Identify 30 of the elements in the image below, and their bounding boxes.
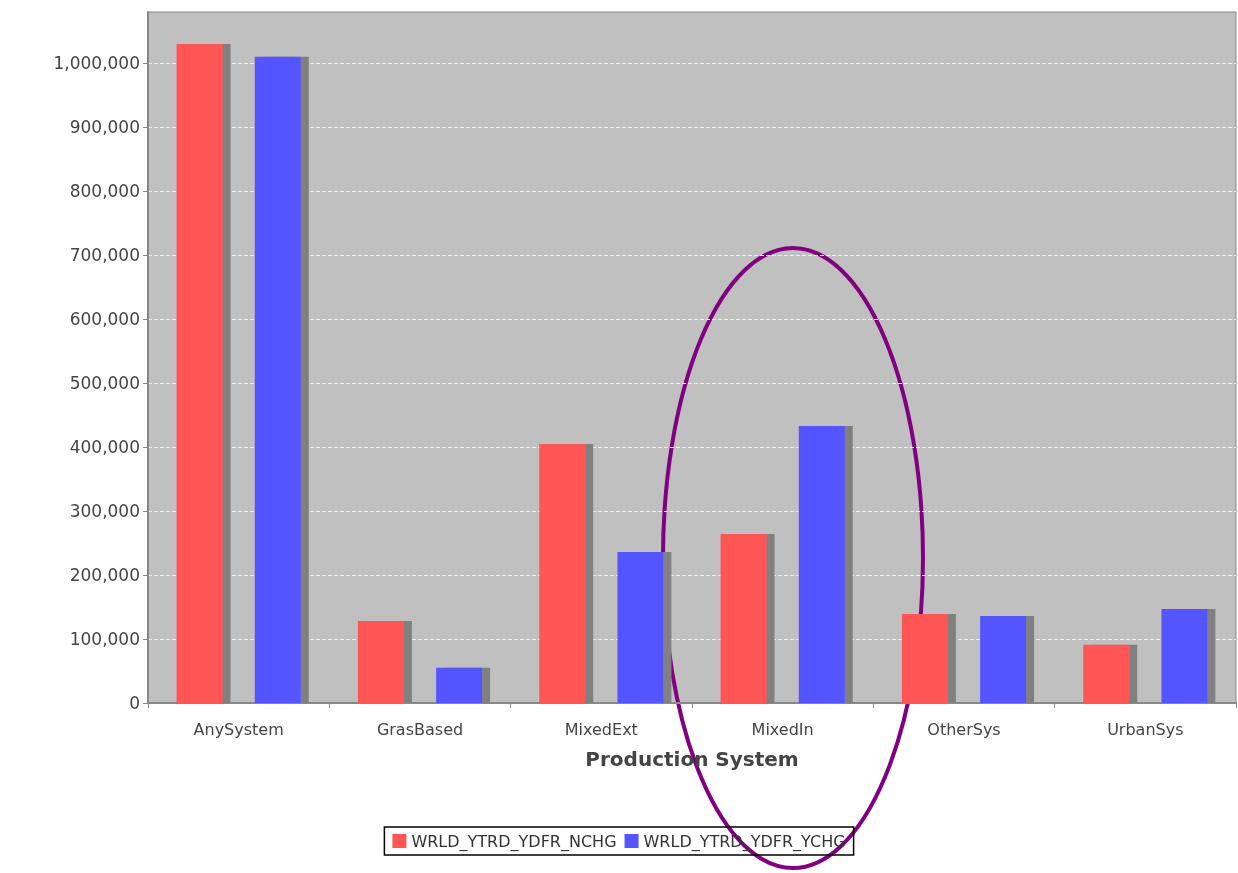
x-tick-label: OtherSys — [927, 719, 1001, 739]
y-tick-label: 1,000,000 — [53, 53, 140, 74]
bar — [617, 552, 664, 703]
bar — [901, 614, 948, 703]
y-tick-label: 0 — [129, 693, 140, 713]
y-tick-label: 900,000 — [69, 117, 140, 138]
legend-label: WRLD_YTRD_YDFR_NCHG — [411, 831, 617, 852]
bar — [539, 443, 586, 703]
bar — [357, 621, 404, 703]
y-tick-label: 700,000 — [69, 245, 140, 266]
x-tick-label: UrbanSys — [1107, 719, 1184, 739]
bar — [980, 615, 1027, 703]
bar — [436, 667, 483, 703]
bar — [1161, 608, 1208, 703]
bar — [176, 43, 223, 703]
bar — [254, 56, 301, 703]
x-tick-label: AnySystem — [193, 719, 284, 739]
y-tick-label: 400,000 — [69, 437, 140, 458]
x-tick-label: MixedIn — [751, 719, 814, 739]
bar — [720, 534, 767, 703]
bar — [1083, 644, 1130, 703]
y-tick-label: 200,000 — [69, 565, 140, 586]
y-tick-label: 800,000 — [69, 181, 140, 202]
y-tick-label: 600,000 — [69, 309, 140, 330]
bar — [798, 425, 845, 703]
y-tick-label: 300,000 — [69, 501, 140, 522]
x-tick-label: GrasBased — [376, 719, 464, 739]
y-tick-label: 100,000 — [69, 629, 140, 650]
y-tick-label: 500,000 — [69, 373, 140, 394]
x-tick-label: MixedExt — [564, 719, 638, 739]
